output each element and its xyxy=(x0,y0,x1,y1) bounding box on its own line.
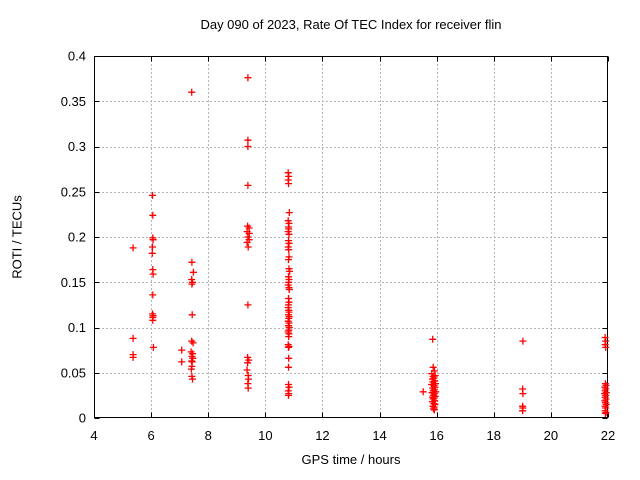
data-point-marker xyxy=(188,337,196,345)
data-point-marker xyxy=(285,239,293,247)
data-point-marker xyxy=(243,238,251,246)
data-point-marker xyxy=(285,256,292,264)
x-tick-label: 22 xyxy=(601,428,615,443)
data-point-marker xyxy=(244,384,252,392)
data-point-marker xyxy=(285,391,292,399)
data-point-marker xyxy=(187,365,195,373)
chart-title: Day 090 of 2023, Rate Of TEC Index for r… xyxy=(200,17,502,32)
data-point-marker xyxy=(244,181,252,189)
data-point-marker xyxy=(519,390,527,398)
x-tick-label: 18 xyxy=(487,428,501,443)
data-point-marker xyxy=(285,180,292,188)
data-point-marker xyxy=(129,334,137,342)
y-tick-label: 0.2 xyxy=(68,230,86,245)
data-point-marker xyxy=(149,236,157,244)
y-tick-label: 0.35 xyxy=(61,94,86,109)
y-tick-label: 0.05 xyxy=(61,365,86,380)
y-tick-label: 0.3 xyxy=(68,139,86,154)
data-point-marker xyxy=(285,246,293,254)
data-point-marker xyxy=(149,291,157,299)
data-point-marker xyxy=(149,191,156,199)
data-point-marker xyxy=(188,258,196,266)
y-tick-label: 0.15 xyxy=(61,275,86,290)
data-point-marker xyxy=(244,301,252,309)
x-tick-label: 12 xyxy=(315,428,329,443)
data-point-marker xyxy=(149,343,157,351)
data-point-marker xyxy=(285,383,293,391)
x-tick-label: 16 xyxy=(429,428,443,443)
y-tick-labels: 0 0.05 0.1 0.15 0.2 0.25 0.3 0.35 0.4 xyxy=(61,49,86,426)
data-point-marker xyxy=(178,358,186,366)
data-point-marker xyxy=(243,366,251,374)
data-point-marker xyxy=(285,230,293,238)
data-point-marker xyxy=(602,343,610,351)
grid-lines xyxy=(94,56,608,418)
data-point-marker xyxy=(189,375,196,383)
data-point-marker xyxy=(519,407,527,415)
data-point-marker xyxy=(149,270,157,278)
data-point-marker xyxy=(285,333,293,341)
data-point-marker xyxy=(601,410,609,417)
data-point-marker xyxy=(129,353,137,361)
x-tick-labels: 4 6 8 10 12 14 16 18 20 22 xyxy=(90,428,615,443)
axes-frame xyxy=(94,56,609,419)
data-point-marker xyxy=(189,268,197,276)
x-tick-label: 8 xyxy=(205,428,212,443)
data-point-marker xyxy=(149,211,157,219)
data-point-marker xyxy=(149,316,157,324)
data-point-marker xyxy=(429,363,437,371)
data-point-marker xyxy=(244,136,252,144)
data-point-marker xyxy=(429,335,437,343)
data-point-marker xyxy=(129,244,137,252)
data-point-marker xyxy=(519,337,527,345)
y-tick-label: 0.25 xyxy=(61,184,86,199)
data-point-marker xyxy=(189,339,197,347)
data-point-marker xyxy=(244,359,252,367)
data-point-marker xyxy=(188,280,196,288)
data-point-marker xyxy=(286,267,294,275)
x-tick-label: 6 xyxy=(147,428,154,443)
x-axis-label: GPS time / hours xyxy=(301,452,401,467)
data-point-marker xyxy=(244,243,252,251)
data-point-marker xyxy=(430,406,438,414)
y-tick-label: 0 xyxy=(79,411,86,426)
data-point-marker xyxy=(188,311,196,319)
data-point-marker xyxy=(149,243,156,251)
data-points xyxy=(129,74,610,417)
x-tick-label: 20 xyxy=(544,428,558,443)
x-tick-label: 14 xyxy=(372,428,386,443)
y-tick-label: 0.1 xyxy=(68,320,86,335)
data-point-marker xyxy=(188,88,196,96)
y-tick-label: 0.4 xyxy=(68,49,86,64)
data-point-marker xyxy=(244,74,252,82)
data-point-marker xyxy=(285,343,292,351)
data-point-marker xyxy=(285,286,293,293)
data-point-marker xyxy=(244,143,252,150)
data-point-marker xyxy=(430,405,437,413)
data-point-marker xyxy=(419,388,427,396)
x-tick-label: 10 xyxy=(258,428,272,443)
data-point-marker xyxy=(178,346,186,354)
data-point-marker xyxy=(245,229,253,237)
data-point-marker xyxy=(285,354,293,362)
data-point-marker xyxy=(285,209,293,217)
data-point-marker xyxy=(148,249,156,257)
x-tick-label: 4 xyxy=(90,428,97,443)
data-point-marker xyxy=(285,363,292,371)
